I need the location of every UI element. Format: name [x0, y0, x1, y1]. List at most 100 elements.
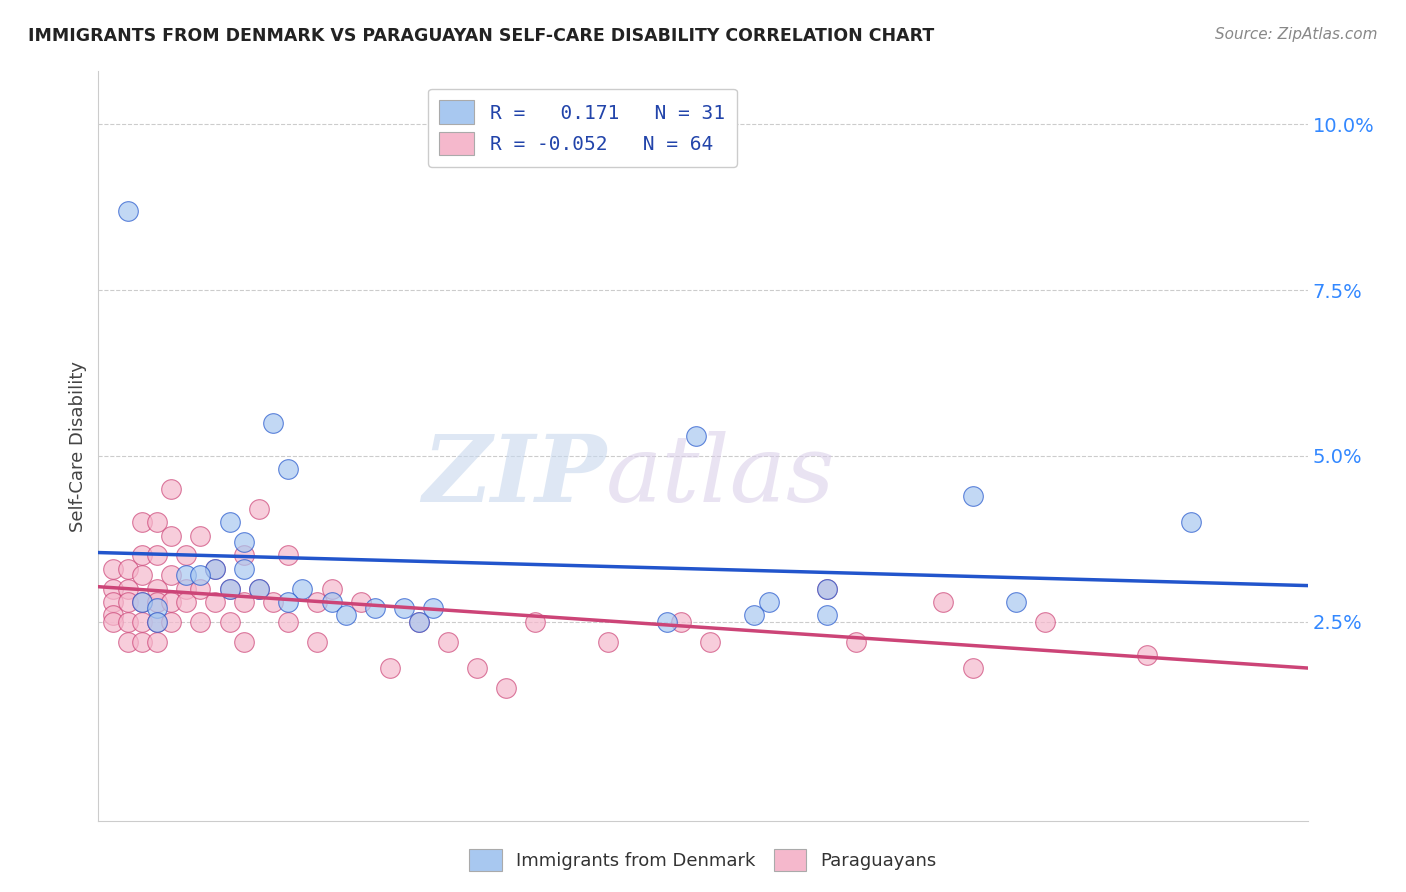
Point — [218, 515, 240, 529]
Legend: Immigrants from Denmark, Paraguayans: Immigrants from Denmark, Paraguayans — [463, 842, 943, 879]
Point — [233, 634, 256, 648]
Point — [321, 582, 343, 596]
Point — [655, 615, 678, 629]
Point — [277, 615, 299, 629]
Point — [247, 582, 270, 596]
Point — [218, 582, 240, 596]
Point — [145, 582, 167, 596]
Point — [845, 634, 868, 648]
Point — [101, 615, 124, 629]
Point — [305, 634, 328, 648]
Point — [174, 595, 197, 609]
Point — [160, 595, 183, 609]
Text: atlas: atlas — [606, 431, 835, 521]
Text: IMMIGRANTS FROM DENMARK VS PARAGUAYAN SELF-CARE DISABILITY CORRELATION CHART: IMMIGRANTS FROM DENMARK VS PARAGUAYAN SE… — [28, 27, 935, 45]
Point — [145, 634, 167, 648]
Point — [815, 582, 838, 596]
Point — [437, 634, 460, 648]
Point — [131, 595, 153, 609]
Point — [218, 615, 240, 629]
Point — [422, 601, 444, 615]
Point — [117, 582, 139, 596]
Point — [277, 595, 299, 609]
Point — [598, 634, 620, 648]
Point — [190, 615, 212, 629]
Point — [131, 595, 153, 609]
Point — [335, 608, 357, 623]
Point — [495, 681, 517, 695]
Point — [145, 615, 167, 629]
Point — [1005, 595, 1028, 609]
Point — [247, 502, 270, 516]
Point — [247, 582, 270, 596]
Point — [145, 595, 167, 609]
Point — [174, 582, 197, 596]
Point — [101, 582, 124, 596]
Point — [117, 634, 139, 648]
Point — [350, 595, 373, 609]
Point — [174, 568, 197, 582]
Point — [101, 562, 124, 576]
Point — [190, 528, 212, 542]
Point — [204, 562, 226, 576]
Point — [117, 562, 139, 576]
Point — [408, 615, 430, 629]
Point — [160, 528, 183, 542]
Point — [1033, 615, 1056, 629]
Y-axis label: Self-Care Disability: Self-Care Disability — [69, 360, 87, 532]
Point — [204, 595, 226, 609]
Point — [364, 601, 387, 615]
Point — [131, 515, 153, 529]
Point — [174, 549, 197, 563]
Point — [962, 489, 984, 503]
Point — [932, 595, 955, 609]
Point — [1180, 515, 1202, 529]
Point — [305, 595, 328, 609]
Point — [465, 661, 488, 675]
Point — [233, 595, 256, 609]
Point — [145, 601, 167, 615]
Point — [742, 608, 765, 623]
Point — [1136, 648, 1159, 662]
Point — [131, 615, 153, 629]
Point — [190, 568, 212, 582]
Text: Source: ZipAtlas.com: Source: ZipAtlas.com — [1215, 27, 1378, 42]
Point — [204, 562, 226, 576]
Point — [190, 582, 212, 596]
Point — [233, 549, 256, 563]
Point — [262, 595, 284, 609]
Point — [408, 615, 430, 629]
Point — [131, 549, 153, 563]
Point — [394, 601, 416, 615]
Point — [524, 615, 547, 629]
Point — [685, 429, 707, 443]
Point — [262, 416, 284, 430]
Point — [321, 595, 343, 609]
Point — [101, 608, 124, 623]
Text: ZIP: ZIP — [422, 431, 606, 521]
Point — [277, 462, 299, 476]
Point — [101, 595, 124, 609]
Point — [145, 615, 167, 629]
Point — [962, 661, 984, 675]
Point — [699, 634, 721, 648]
Point — [160, 568, 183, 582]
Point — [378, 661, 401, 675]
Point — [145, 515, 167, 529]
Point — [233, 562, 256, 576]
Point — [145, 549, 167, 563]
Point — [117, 595, 139, 609]
Point — [291, 582, 314, 596]
Point — [233, 535, 256, 549]
Point — [815, 582, 838, 596]
Point — [669, 615, 692, 629]
Point — [815, 608, 838, 623]
Point — [131, 568, 153, 582]
Point — [160, 615, 183, 629]
Point — [131, 634, 153, 648]
Legend: R =   0.171   N = 31, R = -0.052   N = 64: R = 0.171 N = 31, R = -0.052 N = 64 — [427, 88, 737, 167]
Point — [117, 615, 139, 629]
Point — [758, 595, 780, 609]
Point — [277, 549, 299, 563]
Point — [218, 582, 240, 596]
